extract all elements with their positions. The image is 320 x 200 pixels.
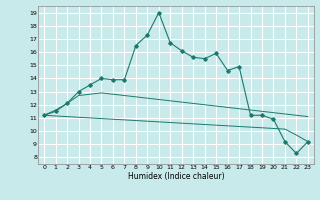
X-axis label: Humidex (Indice chaleur): Humidex (Indice chaleur) [128,172,224,181]
